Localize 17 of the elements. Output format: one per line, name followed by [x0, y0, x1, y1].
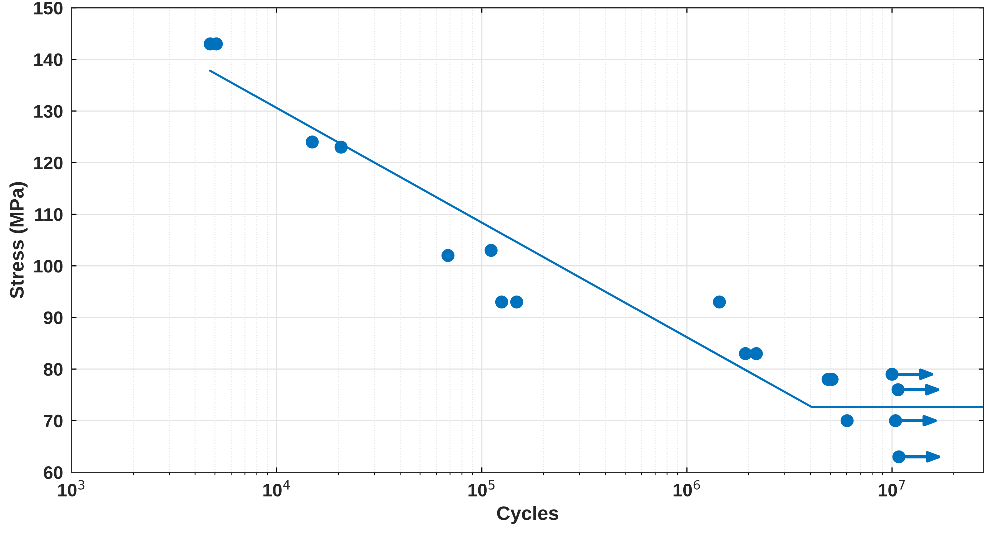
y-tick-label: 60 [44, 466, 63, 480]
y-tick-label: 100 [34, 260, 63, 273]
x-tick-label: 10$^{4}$ [264, 480, 290, 497]
y-tick-label: 110 [36, 208, 63, 222]
y-tick-label: 130 [34, 105, 63, 118]
y-axis-title: Stress (MPa) [10, 182, 28, 299]
y-tick-label: 80 [44, 363, 63, 376]
y-tick-label: 120 [34, 156, 63, 170]
x-tick-label: 10$^{6}$ [674, 480, 700, 497]
y-tick-label: 140 [34, 54, 63, 66]
x-tick-label: 10$^{3}$ [58, 480, 85, 497]
y-tick-label: 90 [44, 312, 63, 324]
y-tick-label: 70 [44, 414, 63, 428]
x-axis-title: Cycles [497, 506, 558, 524]
y-tick-label: 150 [34, 2, 63, 15]
x-tick-label: 10$^{5}$ [468, 480, 495, 497]
x-tick-label: 10$^{7}$ [878, 480, 906, 497]
